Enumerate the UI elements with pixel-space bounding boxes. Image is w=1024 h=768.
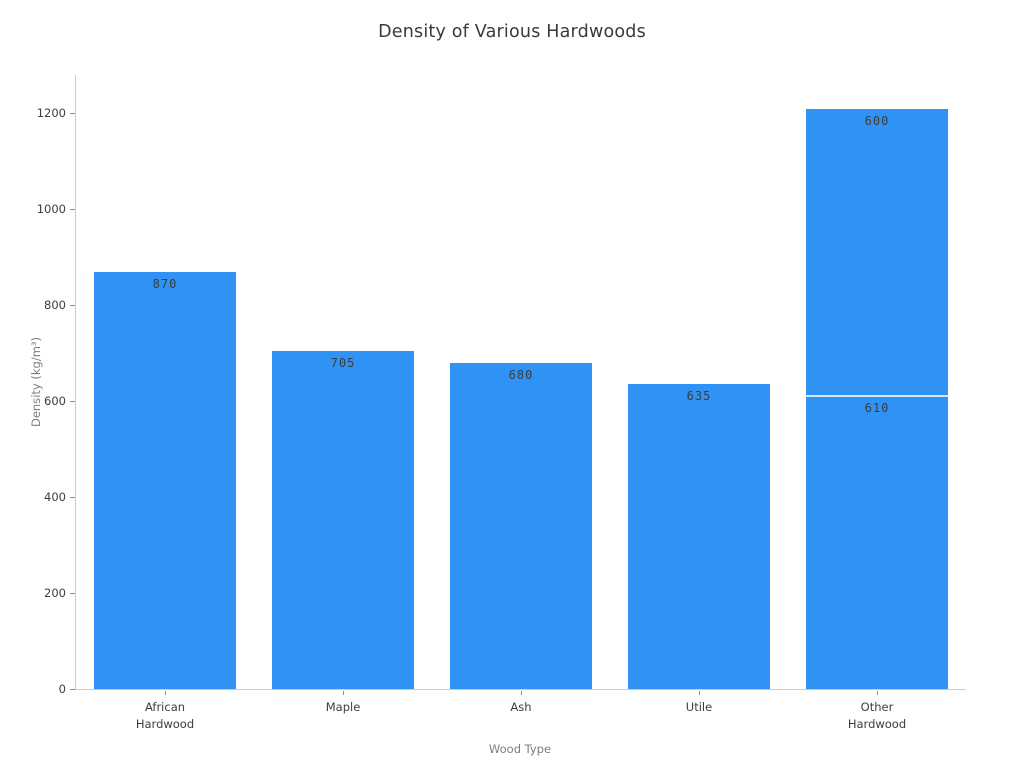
y-tick-mark (70, 592, 75, 594)
x-tick-mark (342, 691, 344, 695)
x-tick-label: African Hardwood (135, 700, 195, 732)
y-tick-mark (70, 304, 75, 306)
y-tick-label: 1200 (36, 106, 66, 121)
y-tick-label: 400 (44, 490, 66, 505)
y-tick-mark (70, 208, 75, 210)
bar-segment (450, 362, 592, 689)
x-tick-mark (876, 691, 878, 695)
x-tick-label: Maple (325, 700, 361, 714)
chart-title: Density of Various Hardwoods (378, 22, 646, 42)
x-tick-label: Ash (510, 700, 532, 714)
x-tick-mark (164, 691, 166, 695)
x-tick-mark (698, 691, 700, 695)
y-axis-title: Density (kg/m³) (29, 337, 43, 427)
plot-area: 0 200 400 600 800 1000 1200 African Hardwood Map… (37, 75, 966, 731)
bar-value-label: 680 (508, 367, 534, 382)
bar-segment (272, 350, 414, 689)
x-tick-label: Utile (685, 700, 713, 714)
y-tick-mark (70, 400, 75, 402)
bar-value-label: 870 (152, 276, 178, 291)
bar-segment (94, 271, 236, 689)
x-axis-title: Wood Type (488, 742, 552, 756)
bar-segment (628, 384, 770, 689)
y-tick-label: 800 (44, 298, 66, 313)
y-tick-mark (70, 496, 75, 498)
y-tick-label: 200 (44, 586, 66, 601)
segment-separator (806, 395, 948, 398)
bar-value-label: 635 (686, 389, 712, 404)
y-tick-mark (70, 112, 75, 114)
y-tick-mark (70, 688, 75, 690)
bar-value-label: 600 (864, 113, 890, 128)
bar-segment (806, 108, 948, 397)
bar-value-label: 705 (330, 355, 356, 370)
x-tick-label: Other Hardwood (847, 700, 907, 732)
y-tick-label: 0 (58, 682, 66, 696)
y-tick-label: 1000 (36, 202, 66, 217)
y-tick-label: 600 (44, 394, 66, 409)
bar-value-label: 610 (864, 401, 890, 416)
x-tick-mark (520, 691, 522, 695)
bar-segment (806, 396, 948, 689)
